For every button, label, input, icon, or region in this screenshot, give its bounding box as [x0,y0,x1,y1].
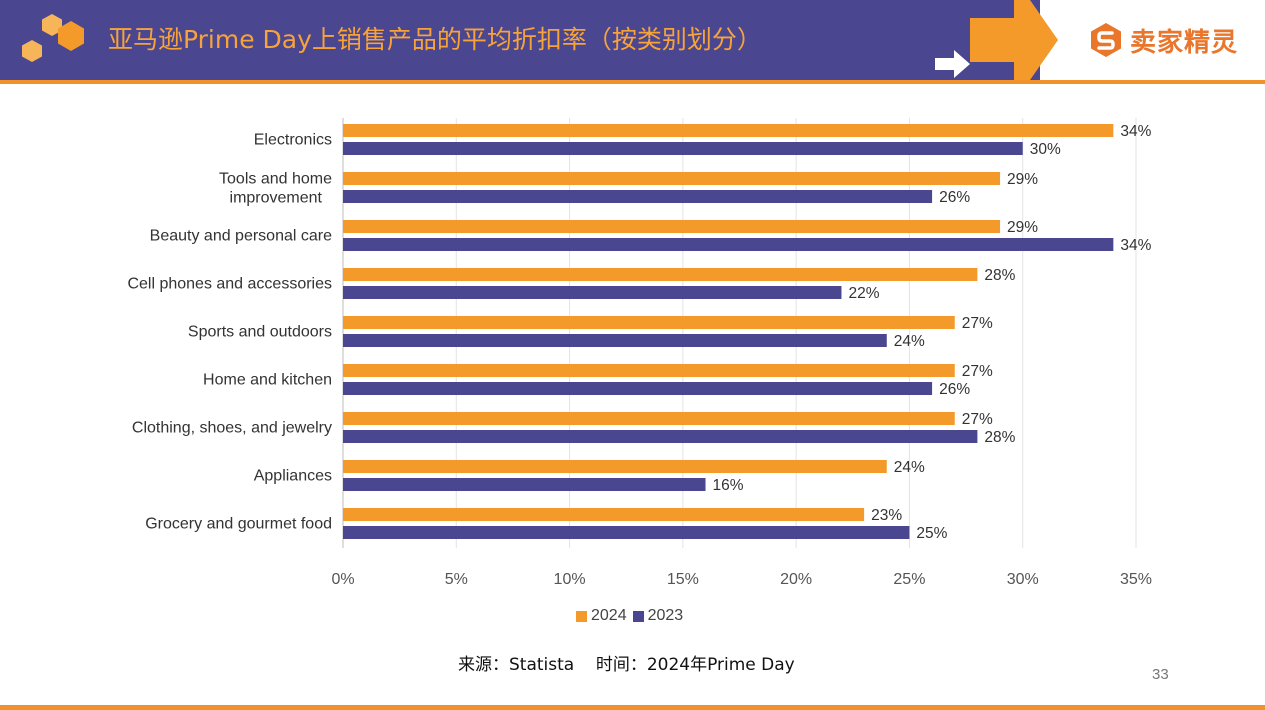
data-label: 28% [984,429,1015,446]
bar-2024 [343,460,887,473]
header: 亚马逊Prime Day上销售产品的平均折扣率（按类别划分） 卖家精灵 [0,0,1265,80]
bar-2024 [343,220,1001,233]
bar-2024 [343,124,1114,137]
category-label: Sports and outdoors [188,324,332,341]
x-tick-label: 5% [445,571,468,588]
data-label: 24% [894,333,925,350]
bar-2023 [343,334,887,347]
bar-2024 [343,508,865,521]
data-label: 28% [984,267,1015,284]
data-label: 34% [1120,123,1151,140]
data-label: 29% [1007,219,1038,236]
data-label: 29% [1007,171,1038,188]
bar-2023 [343,190,933,203]
category-label: Appliances [254,468,332,485]
data-label: 27% [962,315,993,332]
arrow-decoration-icon [935,0,1058,80]
category-label: Clothing, shoes, and jewelry [132,420,332,437]
page-number: 33 [1152,666,1169,683]
legend-label: 2024 [591,607,627,624]
chart-legend: 2024 2023 [576,605,689,627]
x-tick-label: 15% [667,571,699,588]
legend-swatch [632,610,644,622]
x-tick-label: 0% [331,571,354,588]
s-logo-icon [1091,23,1121,57]
bar-2024 [343,268,978,281]
logo-text: 卖家精灵 [1130,27,1239,58]
header-bar [0,0,1040,80]
footer-rule [0,705,1265,710]
category-label: Beauty and personal care [150,228,332,245]
data-label: 27% [962,411,993,428]
x-tick-label: 30% [1007,571,1039,588]
data-label: 24% [894,459,925,476]
bar-2024 [343,172,1001,185]
x-tick-label: 20% [780,571,812,588]
bar-2023 [343,238,1114,251]
data-label: 26% [939,189,970,206]
category-label: Electronics [254,132,332,149]
data-label: 30% [1030,141,1061,158]
bar-2023 [343,478,706,491]
x-tick-label: 35% [1120,571,1152,588]
header-rule [0,80,1265,84]
data-label: 22% [848,285,879,302]
x-tick-label: 10% [554,571,586,588]
data-label: 23% [871,507,902,524]
bar-2023 [343,286,842,299]
legend-swatch [576,610,587,622]
data-label: 27% [962,363,993,380]
data-label: 34% [1120,237,1151,254]
hexagon-decoration-icon [22,14,84,62]
bar-2023 [343,382,933,395]
legend-item-2024: 2024 [576,607,627,625]
bar-2024 [343,412,955,425]
bar-2023 [343,430,978,443]
category-label: Tools and home improvement [219,171,332,207]
data-label: 25% [916,525,947,542]
x-tick-label: 25% [893,571,925,588]
bar-2024 [343,364,955,377]
logo: 卖家精灵 [1088,20,1238,60]
category-label: Cell phones and accessories [127,276,332,293]
category-label: Grocery and gourmet food [145,516,332,533]
source-note: 来源：Statista 时间：2024年Prime Day [458,655,795,675]
data-label: 26% [939,381,970,398]
bar-chart: 0% 5% 10% 15% 20% 25% 30% 35% 34% 30% Electronics 2… [127,118,1152,588]
bar-2023 [343,526,910,539]
page-title: 亚马逊Prime Day上销售产品的平均折扣率（按类别划分） [108,25,762,54]
legend-item-2023: 2023 [632,607,684,625]
data-label: 16% [713,477,744,494]
bar-2023 [343,142,1023,155]
category-label: Home and kitchen [203,372,332,389]
legend-label: 2023 [647,607,684,624]
bar-2024 [343,316,955,329]
